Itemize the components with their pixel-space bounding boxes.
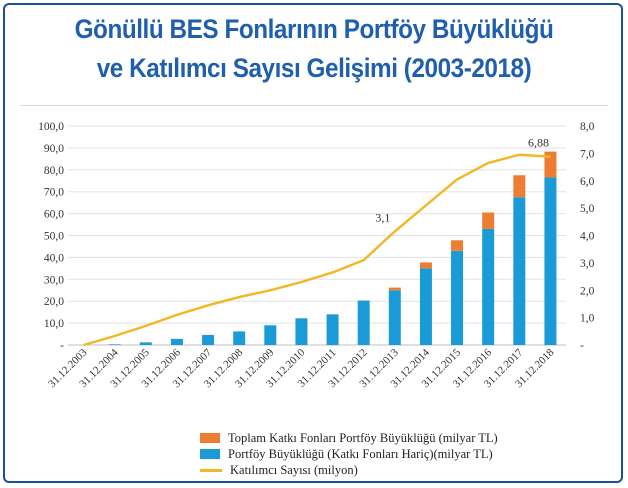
y-right-tick-label: -	[580, 340, 584, 352]
bar-contribution	[451, 240, 464, 251]
y-right-tick-label: 7,0	[580, 148, 595, 160]
y-left-tick-label: 10,0	[44, 318, 64, 330]
y-right-tick-label: 6,0	[580, 176, 595, 188]
bar-portfolio	[139, 342, 152, 345]
y-left-tick-label: 80,0	[44, 165, 64, 177]
chart-legend: Toplam Katkı Fonları Portföy Büyüklüğü (…	[200, 430, 498, 478]
bar-portfolio	[451, 250, 464, 345]
bar-contribution	[544, 151, 557, 178]
y-left-tick-label: 100,0	[38, 121, 64, 133]
legend-swatch-portfolio	[200, 449, 220, 459]
y-left-tick-label: 90,0	[44, 143, 64, 155]
data-label: 6,88	[528, 136, 549, 150]
y-left-tick-label: 30,0	[44, 274, 64, 286]
bar-contribution	[482, 212, 495, 229]
data-label: 3,1	[375, 210, 390, 224]
legend-item-contribution: Toplam Katkı Fonları Portföy Büyüklüğü (…	[200, 430, 498, 446]
legend-label-portfolio: Portföy Büyüklüğü (Katkı Fonları Hariç)(…	[228, 446, 493, 461]
bar-portfolio	[419, 268, 432, 345]
bar-portfolio	[357, 300, 370, 345]
y-right-tick-label: 2,0	[580, 285, 595, 297]
bar-portfolio	[233, 331, 246, 345]
bar-portfolio	[482, 228, 495, 345]
y-right-tick-label: 4,0	[580, 231, 595, 243]
title-separator	[20, 105, 608, 106]
y-right-tick-label: 3,0	[580, 258, 595, 270]
bar-contribution	[388, 287, 401, 291]
bar-portfolio	[544, 177, 557, 345]
y-right-tick-label: 5,0	[580, 203, 595, 215]
y-left-tick-label: 50,0	[44, 231, 64, 243]
chart-title-line-2: ve Katılımcı Sayısı Gelişimi (2003-2018)	[96, 53, 532, 83]
y-left-tick-label: 40,0	[44, 252, 64, 264]
bar-portfolio	[326, 314, 339, 345]
legend-item-portfolio: Portföy Büyüklüğü (Katkı Fonları Hariç)(…	[200, 446, 498, 462]
y-left-tick-label: 20,0	[44, 296, 64, 308]
y-right-tick-label: 8,0	[580, 121, 595, 133]
bar-portfolio	[295, 318, 308, 345]
y-left-tick-label: 60,0	[44, 209, 64, 221]
legend-item-participants: Katılımcı Sayısı (milyon)	[200, 462, 498, 478]
chart-title-line-1: Gönüllü BES Fonlarının Portföy Büyüklüğü	[74, 14, 554, 44]
bar-contribution	[419, 262, 432, 269]
y-left-tick-label: -	[60, 340, 64, 352]
bar-portfolio	[388, 290, 401, 345]
bar-portfolio	[264, 325, 277, 345]
legend-label-contribution: Toplam Katkı Fonları Portföy Büyüklüğü (…	[228, 430, 498, 445]
legend-label-participants: Katılımcı Sayısı (milyon)	[230, 462, 358, 477]
y-left-tick-label: 70,0	[44, 187, 64, 199]
legend-swatch-contribution	[200, 433, 220, 443]
legend-line-participants	[200, 468, 222, 472]
bar-portfolio	[513, 197, 526, 345]
bar-portfolio	[202, 334, 215, 345]
bar-portfolio	[108, 344, 121, 345]
bar-contribution	[513, 175, 526, 198]
bar-portfolio	[170, 338, 183, 345]
y-right-tick-label: 1,0	[580, 313, 595, 325]
line-participants	[83, 153, 551, 347]
